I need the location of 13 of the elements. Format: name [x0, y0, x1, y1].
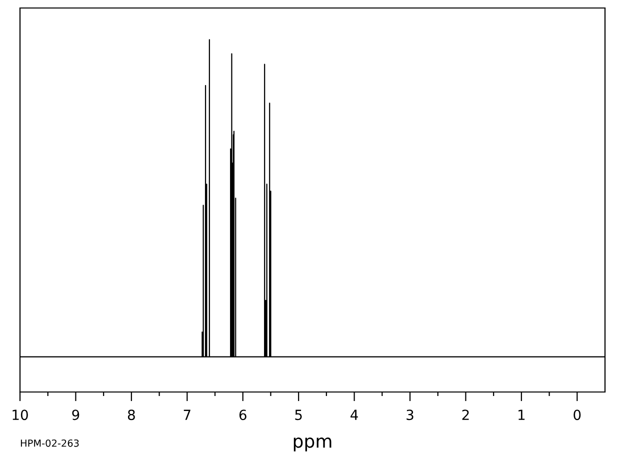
x-tick-label: 6 [239, 410, 246, 420]
x-tick-label: 0 [574, 410, 581, 420]
x-axis-title: ppm [294, 438, 332, 452]
x-tick-label: 1 [518, 410, 525, 420]
x-tick-label: 10 [12, 410, 28, 420]
x-tick-label: 4 [350, 410, 358, 420]
x-tick-label: 9 [72, 410, 80, 420]
x-tick-label: 8 [128, 410, 135, 420]
text: HPM-02-263 [20, 439, 79, 447]
x-tick-label: 7 [184, 410, 190, 420]
x-tick-label: 2 [462, 410, 469, 420]
x-tick-label: 5 [295, 410, 302, 420]
x-tick-label: 3 [406, 410, 414, 420]
